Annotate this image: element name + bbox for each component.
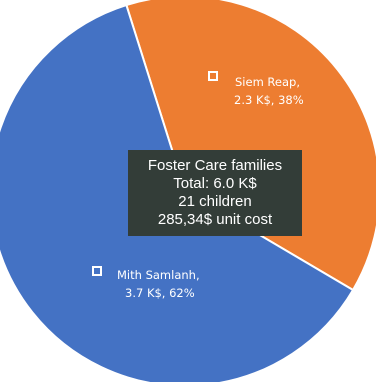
- slice-label-siem-reap-value: 2.3 K$, 38%: [234, 93, 304, 107]
- center-title: Foster Care families: [147, 157, 283, 174]
- slice-label-siem-reap-name: Siem Reap,: [235, 75, 300, 89]
- legend-marker-siem-reap: [208, 71, 218, 81]
- center-unit-cost: 285,34$ unit cost: [157, 211, 273, 228]
- center-total: Total: 6.0 K$: [173, 175, 257, 192]
- slice-label-mith-samlanh-value: 3.7 K$, 62%: [125, 286, 195, 300]
- slice-label-mith-samlanh-name: Mith Samlanh,: [117, 268, 200, 282]
- center-children: 21 children: [178, 193, 252, 210]
- legend-marker-mith-samlanh: [92, 266, 102, 276]
- center-info-box: Foster Care families Total: 6.0 K$ 21 ch…: [128, 150, 302, 236]
